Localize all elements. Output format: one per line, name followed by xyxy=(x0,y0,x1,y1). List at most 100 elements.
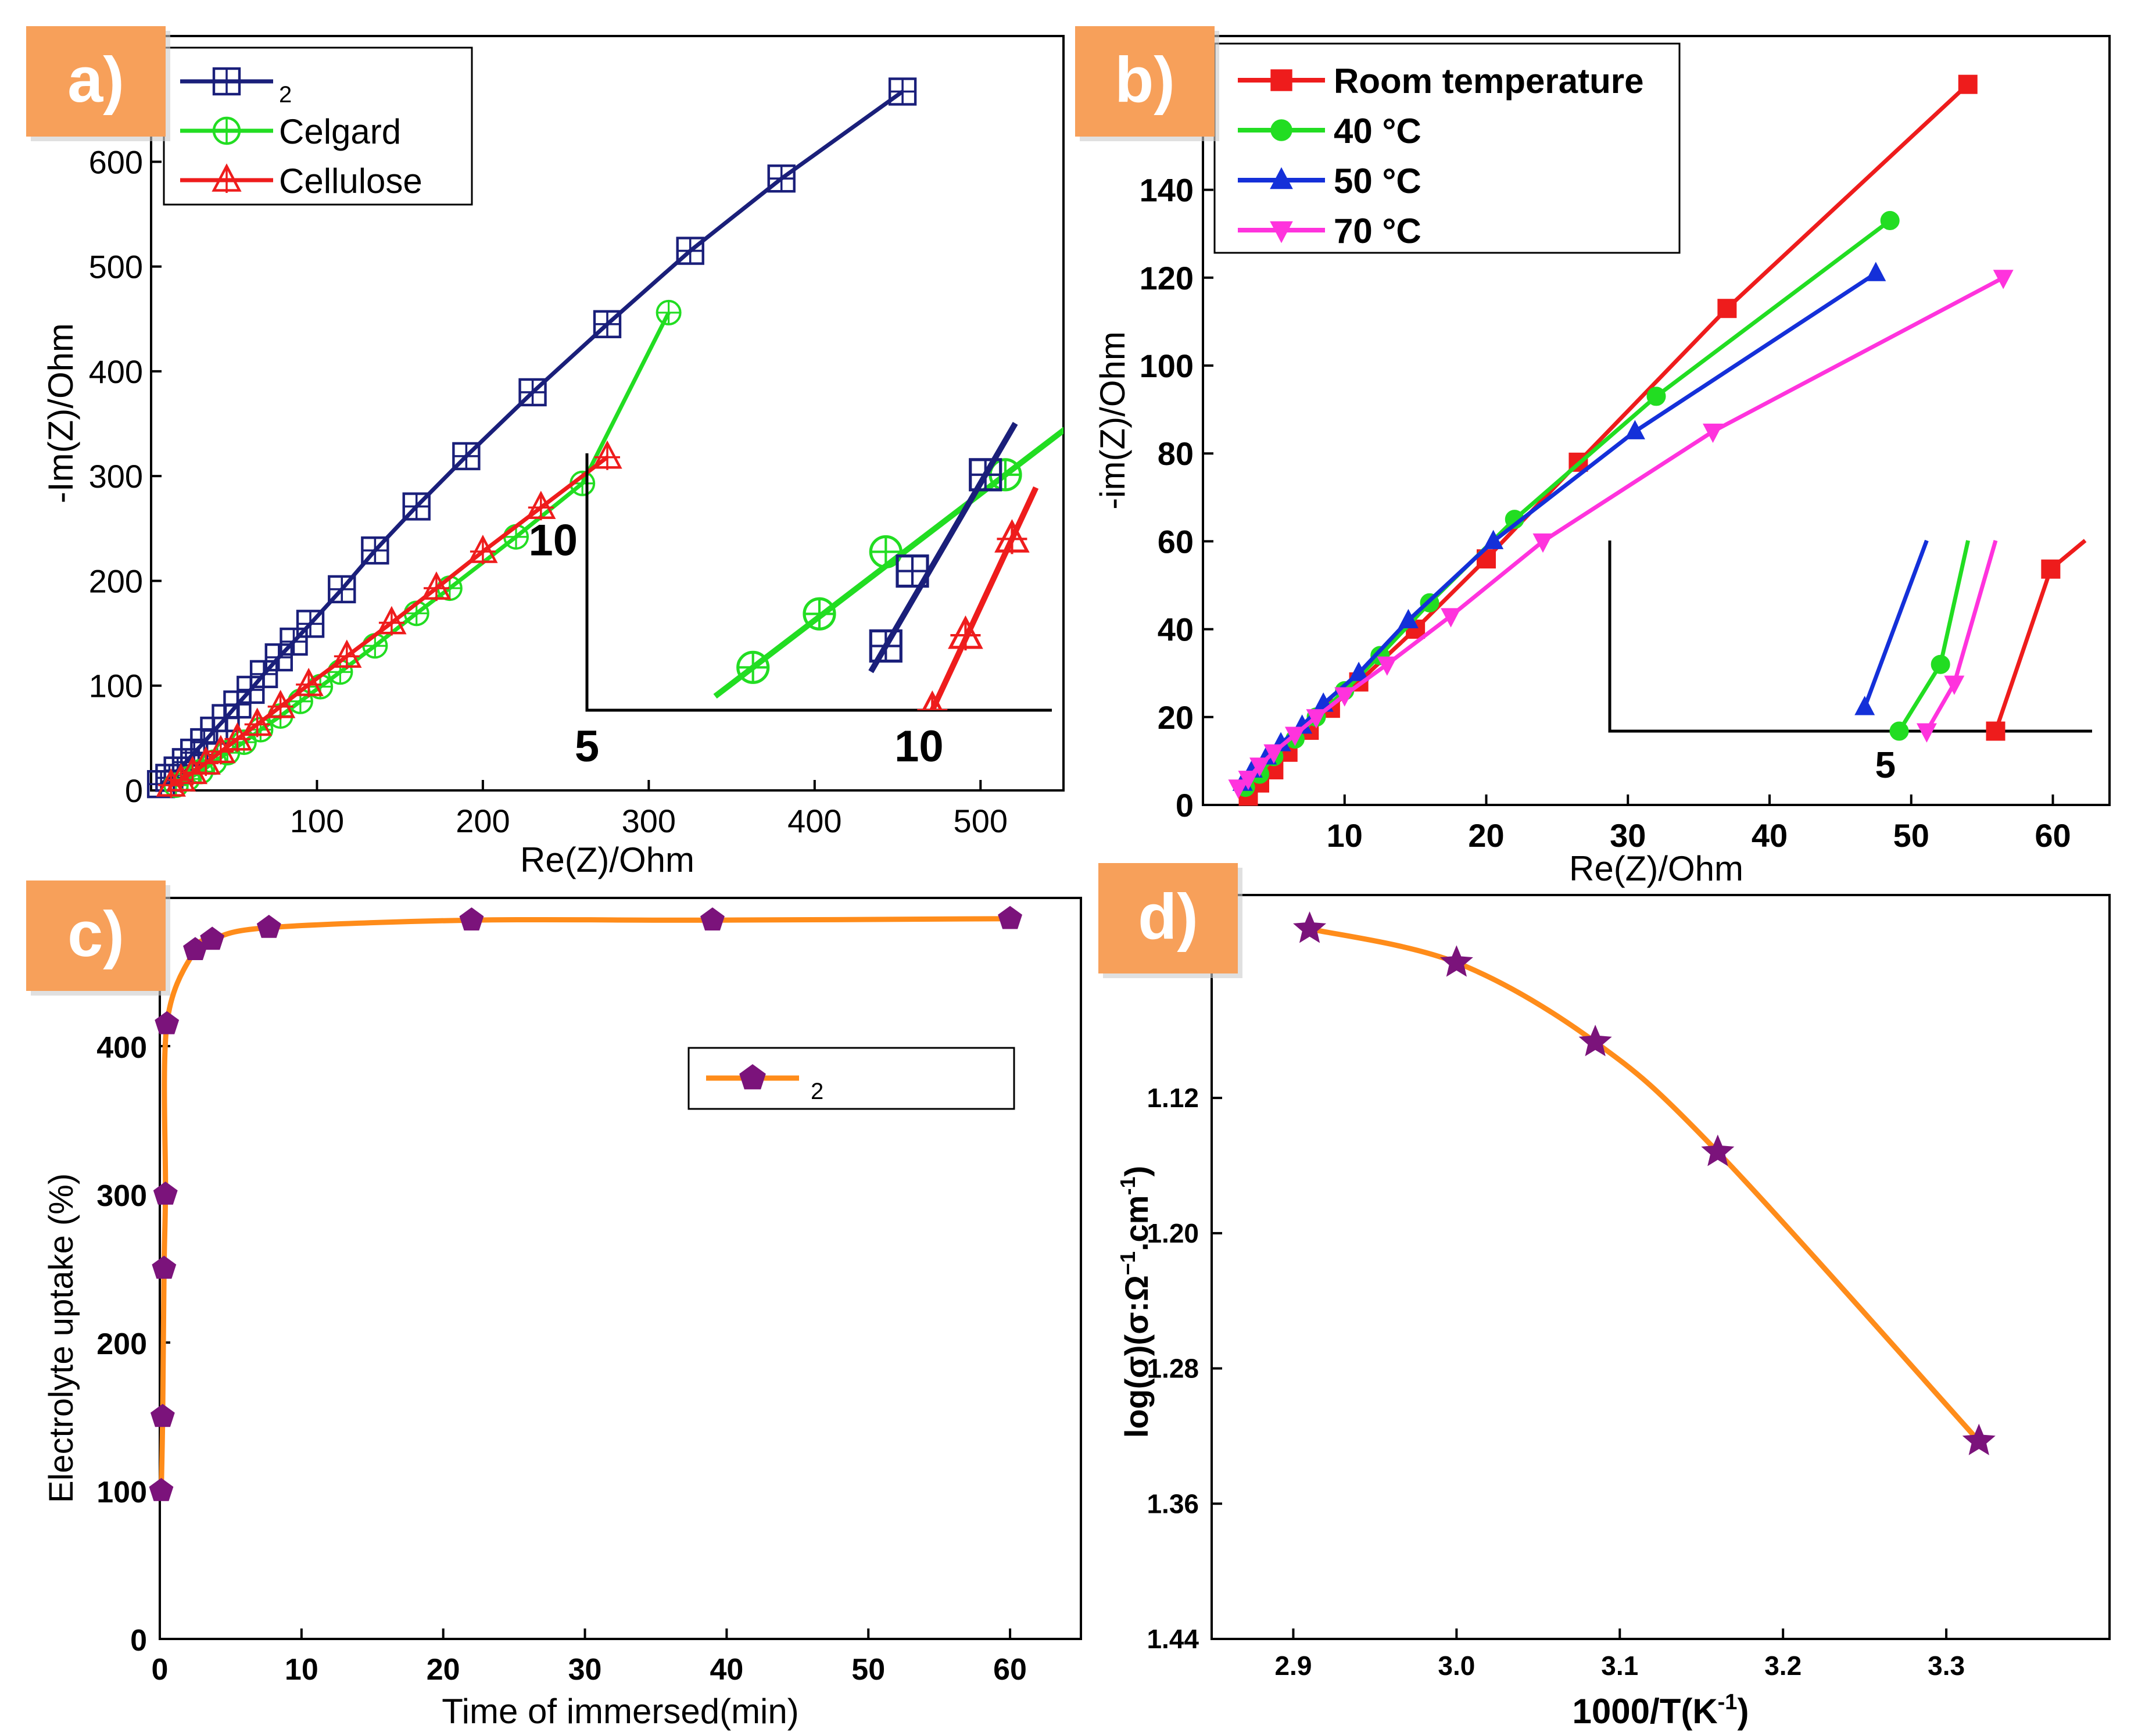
x-tick-label: 3.2 xyxy=(1764,1651,1802,1681)
series-50-c xyxy=(1232,262,1886,791)
inset-series-line xyxy=(1897,540,1970,732)
data-point-cross xyxy=(281,629,307,655)
inset-data-point-cross xyxy=(970,459,1001,490)
inset-y-tick-label: 10 xyxy=(528,516,578,565)
legend-marker xyxy=(1270,167,1293,189)
x-tick-label: 20 xyxy=(427,1653,460,1687)
data-point-cross xyxy=(378,610,404,636)
data-point xyxy=(1703,423,1723,443)
data-point xyxy=(1646,386,1666,406)
legend-label-subscript: 2 xyxy=(811,1079,823,1104)
inset-data-point-cross xyxy=(997,524,1027,554)
data-point xyxy=(1284,726,1305,746)
data-point-cross xyxy=(362,538,388,564)
data-point xyxy=(1439,945,1473,977)
data-point-cross xyxy=(244,711,270,738)
data-point xyxy=(1958,74,1978,94)
data-point xyxy=(1880,211,1900,231)
y-tick-label: 300 xyxy=(89,458,143,495)
series-pvdf-sio2 xyxy=(149,905,1023,1501)
x-tick-label: 10 xyxy=(1327,817,1363,854)
x-tick-label: 400 xyxy=(787,803,841,839)
data-point xyxy=(183,937,207,961)
y-tick-label: 1.44 xyxy=(1147,1624,1199,1654)
y-tick-label: 40 xyxy=(1158,611,1194,648)
inset-series-room-temperature xyxy=(1986,539,2087,741)
x-tick-label: 0 xyxy=(152,1653,169,1687)
y-tick-label: 140 xyxy=(1140,172,1194,209)
y-axis-label-superscript: −1 xyxy=(1116,1251,1140,1275)
y-tick-label: 200 xyxy=(96,1327,147,1361)
x-axis-label-end: ) xyxy=(1737,1692,1749,1731)
data-point xyxy=(155,1011,180,1035)
data-point-cross xyxy=(266,645,292,671)
data-point xyxy=(1228,779,1249,799)
y-axis-label-part: log(σ)(σ:Ω xyxy=(1118,1275,1155,1438)
x-tick-label: 3.1 xyxy=(1601,1651,1638,1681)
legend-marker-cross xyxy=(214,118,239,144)
plot-frame xyxy=(1211,894,2111,1640)
series-line xyxy=(1309,926,1981,1443)
legend-label: 2 xyxy=(279,82,292,108)
inset-data-point xyxy=(1931,654,1950,674)
data-point-cross xyxy=(334,643,360,670)
legend-marker xyxy=(739,1064,766,1090)
data-point-cross xyxy=(595,311,620,337)
inset-data-point xyxy=(1986,721,2006,741)
y-tick-label: 100 xyxy=(89,668,143,704)
data-point xyxy=(149,1478,174,1501)
y-tick-label: 400 xyxy=(89,353,143,390)
inset-axes xyxy=(585,453,1052,712)
data-point xyxy=(1532,533,1553,553)
data-point xyxy=(459,907,484,931)
plot-frame xyxy=(150,35,1065,792)
data-point xyxy=(700,907,725,931)
y-tick-label: 80 xyxy=(1158,435,1194,472)
series-cellulose xyxy=(156,440,622,798)
inset-data-point xyxy=(1916,723,1937,743)
y-tick-label: 400 xyxy=(96,1031,147,1065)
inset-series-cellulose xyxy=(917,486,1039,710)
data-point xyxy=(1865,262,1886,281)
legend-label: 2 xyxy=(811,1079,823,1104)
y-axis-label: -Im(Z)/Ohm xyxy=(41,323,80,503)
data-point-cross xyxy=(453,443,479,469)
panel-label-box xyxy=(1098,863,1238,973)
panel-b-label: b) xyxy=(1075,26,1219,141)
legend: Room temperature 40 °C 50 °C 70 °C xyxy=(1213,42,1681,254)
inset-x-tick-label: 5 xyxy=(1875,744,1896,786)
panel-b: 102030405060020406080100120140160Re(Z)/O… xyxy=(1093,35,2111,888)
x-tick-label: 200 xyxy=(456,803,510,839)
x-tick-label: 3.0 xyxy=(1438,1651,1475,1681)
inset-series-line xyxy=(1863,539,1929,708)
legend-label: 50 °C xyxy=(1334,162,1421,201)
y-tick-label: 60 xyxy=(1158,523,1194,560)
x-tick-label: 30 xyxy=(1610,817,1646,854)
data-point xyxy=(1306,709,1327,729)
data-point-cross xyxy=(403,493,429,520)
y-tick-label: 0 xyxy=(125,772,143,809)
data-point-cross xyxy=(504,525,528,549)
data-point xyxy=(1238,771,1259,790)
data-point xyxy=(256,915,281,938)
data-point-cross xyxy=(224,726,250,752)
series-celgard xyxy=(163,299,682,798)
panel-d-label: d) xyxy=(1098,863,1242,978)
inset-data-point xyxy=(1854,696,1875,715)
legend-marker-cross xyxy=(214,167,239,193)
data-point-cross xyxy=(363,634,387,658)
y-tick-label: 100 xyxy=(1140,348,1194,384)
y-tick-label: 120 xyxy=(1140,260,1194,296)
x-tick-label: 40 xyxy=(710,1653,743,1687)
series-pvdf-sio2 xyxy=(1293,911,1996,1455)
x-tick-label: 20 xyxy=(1468,817,1504,854)
y-tick-label: 1.36 xyxy=(1147,1488,1199,1519)
inset-series-pvdf-sio2 xyxy=(868,421,1018,674)
data-point xyxy=(1263,744,1284,764)
legend-label: 70 °C xyxy=(1334,212,1421,250)
x-tick-label: 10 xyxy=(285,1653,318,1687)
x-tick-label: 30 xyxy=(568,1653,602,1687)
data-point xyxy=(1441,608,1462,628)
legend-label-subscript: 2 xyxy=(279,82,292,108)
legend-label: Room temperature xyxy=(1334,62,1643,101)
